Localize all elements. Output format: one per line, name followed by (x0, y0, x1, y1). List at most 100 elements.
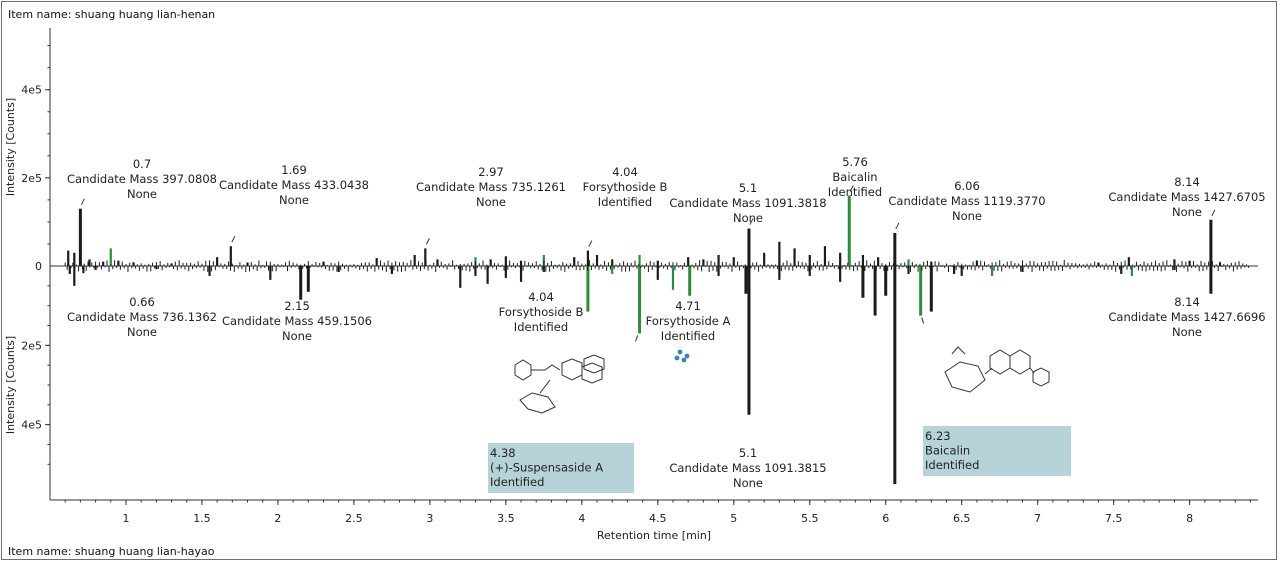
top-annotation-line: 8.14 (1174, 175, 1200, 189)
annotation-leader (921, 317, 925, 324)
x-tick-label: 8 (1186, 512, 1193, 525)
highlight-annotation-line: (+)-Suspensaside A (490, 461, 603, 475)
top-annotation-line: None (476, 195, 506, 209)
ring-shape (583, 354, 605, 374)
annotation-leader (895, 222, 900, 230)
top-annotation-line: 1.69 (281, 163, 307, 177)
top-annotation-line: None (127, 187, 157, 201)
forsythoside-structure-icon (514, 354, 605, 414)
ring-shape (514, 359, 532, 381)
ring-shape (561, 358, 583, 381)
bottom-annotation-line: None (1172, 325, 1202, 339)
chain-shape (951, 346, 966, 355)
item-name-top: Item name: shuang huang lian-henan (8, 8, 216, 21)
highlight-annotation-line: Identified (925, 458, 979, 472)
top-annotation-line: Candidate Mass 1091.3818 (669, 196, 826, 210)
x-tick-label: 3.5 (497, 512, 515, 525)
bottom-annotation-line: Candidate Mass 736.1362 (67, 310, 217, 324)
top-annotation-line: 5.76 (842, 155, 868, 169)
highlight-annotation-line: Baicalin (925, 444, 970, 458)
y-tick-label-top: 2e5 (21, 172, 42, 185)
x-ticks: 1 1.5 2 2.5 3 3.5 4 4.5 5 5.5 6 6.5 7 7.5 8 (64, 500, 1251, 525)
bottom-annotation-line: 8.14 (1174, 295, 1200, 309)
bottom-annotation-line: Identified (514, 320, 568, 334)
top-annotation-line: None (733, 211, 763, 225)
ring-shape (1032, 367, 1050, 387)
top-annotation-line: Candidate Mass 397.0808 (67, 172, 217, 186)
molecule-dot-icon (677, 349, 683, 355)
top-annotation-line: 5.1 (739, 181, 757, 195)
item-name-bottom: Item name: shuang huang lian-hayao (8, 545, 215, 558)
x-tick-label: 4.5 (649, 512, 667, 525)
annotation-leader (749, 218, 754, 225)
bond-shape (1029, 367, 1035, 374)
chain-shape (531, 364, 561, 371)
annotation-leader (1211, 209, 1216, 216)
highlight-annotation-line: 6.23 (925, 429, 951, 443)
sugar-ring-shape (944, 361, 986, 393)
y-axis-label-top: Intensity [Counts] (4, 98, 17, 196)
sugar-ring-shape (519, 392, 556, 414)
top-annotation-line: 6.06 (954, 179, 980, 193)
top-annotation-line: None (1172, 205, 1202, 219)
x-tick-label: 6 (882, 512, 889, 525)
baicalin-structure-icon (944, 346, 1050, 393)
bottom-annotation-line: None (733, 476, 763, 490)
bottom-annotation-line: 0.66 (129, 295, 155, 309)
x-tick-label: 6.5 (953, 512, 971, 525)
bottom-annotation-line: 5.1 (739, 446, 757, 460)
molecule-dot-icon (684, 353, 690, 359)
x-axis-label: Retention time [min] (597, 529, 711, 542)
x-tick-label: 5.5 (801, 512, 819, 525)
bottom-annotation-line: Forsythoside B (499, 305, 584, 319)
bottom-annotation-line: 2.15 (284, 299, 310, 313)
y-tick-label-bottom: 2e5 (21, 339, 42, 352)
bottom-annotation-line: Identified (661, 329, 715, 343)
top-annotation-line: Identified (598, 195, 652, 209)
bottom-annotation-line: Candidate Mass 1427.6696 (1108, 310, 1265, 324)
top-annotation-line: Forsythoside B (583, 180, 668, 194)
ring-shape (989, 349, 1011, 375)
x-tick-label: 5 (730, 512, 737, 525)
y-tick-label-top: 4e5 (21, 84, 42, 97)
top-annotation-line: Candidate Mass 433.0438 (219, 178, 369, 192)
molecular-structures (514, 346, 1050, 414)
bottom-annotation-line: 4.71 (675, 299, 701, 313)
top-annotation-line: Baicalin (832, 170, 877, 184)
highlight-annotation-line: 4.38 (490, 446, 516, 460)
bottom-annotation-line: 4.04 (528, 290, 554, 304)
y-ticks: 2e5 4e5 0 2e5 4e5 (21, 45, 50, 465)
bottom-annotation-line: Candidate Mass 1091.3815 (669, 461, 826, 475)
y-tick-label-bottom: 4e5 (21, 419, 42, 432)
top-annotation-line: 0.7 (133, 157, 151, 171)
molecule-dot-icon (681, 357, 687, 363)
y-tick-label-zero: 0 (35, 260, 42, 273)
x-tick-label: 4 (578, 512, 585, 525)
highlight-box (923, 426, 1071, 476)
x-tick-label: 3 (426, 512, 433, 525)
top-annotation-line: Identified (828, 185, 882, 199)
bond-shape (984, 367, 993, 375)
annotation-leader (231, 235, 236, 243)
x-tick-label: 7 (1034, 512, 1041, 525)
annotation-leader (80, 198, 85, 205)
ring-shape (1009, 349, 1031, 375)
peak-bars (64, 195, 1250, 485)
x-tick-label: 2 (274, 512, 281, 525)
top-annotation-line: Candidate Mass 1427.6705 (1108, 190, 1265, 204)
bottom-annotation-line: Forsythoside A (646, 314, 731, 328)
highlight-annotation-line: Identified (490, 475, 544, 489)
molecule-dot-icon (674, 355, 680, 361)
x-tick-label: 7.5 (1105, 512, 1123, 525)
highlight-boxes: 4.38(+)-Suspensaside AIdentified6.23Baic… (488, 426, 1071, 493)
bond-shape (539, 379, 551, 394)
top-annotation-line: None (952, 209, 982, 223)
annotation-leader (588, 240, 593, 247)
annotation-leader (425, 238, 430, 245)
y-axis-label-bottom: Intensity [Counts] (4, 336, 17, 434)
annotation-leader (849, 185, 854, 192)
bottom-annotation-line: Candidate Mass 459.1506 (222, 314, 372, 328)
top-annotation-line: Candidate Mass 735.1261 (416, 180, 566, 194)
bottom-annotation-line: None (127, 325, 157, 339)
